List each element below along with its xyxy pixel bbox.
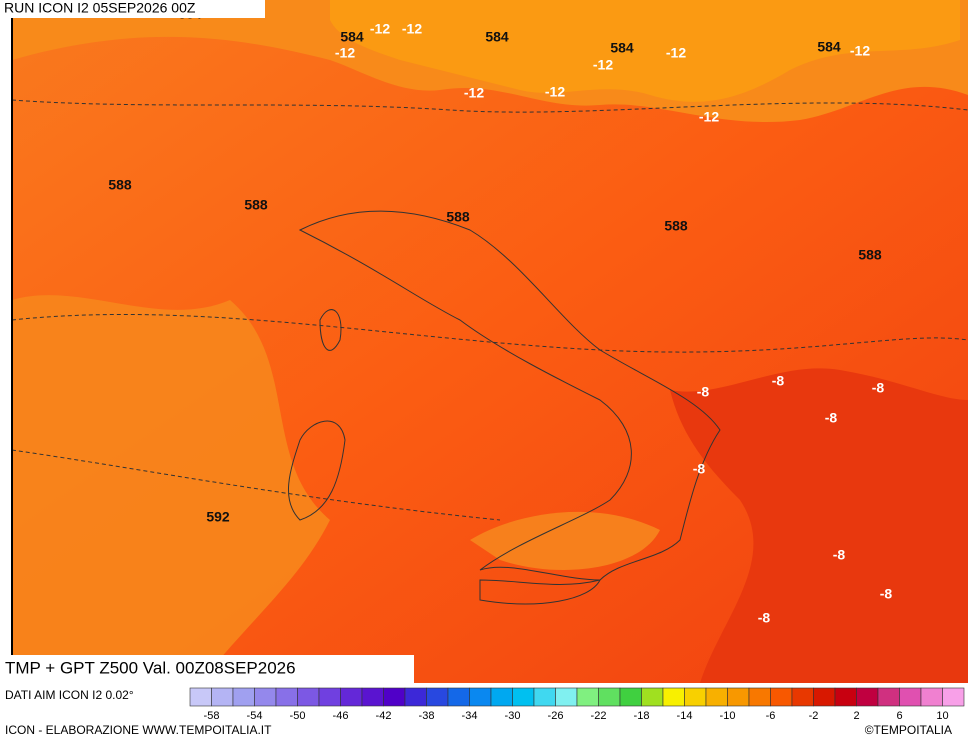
islands [287, 309, 601, 605]
color-swatch [920, 687, 943, 707]
title-box [0, 655, 414, 683]
map-area [11, 0, 968, 683]
colorbar-tick-label: 10 [936, 710, 948, 722]
color-swatch [791, 687, 814, 707]
contour-label: -12 [593, 57, 613, 73]
contour-label: 588 [244, 197, 268, 213]
color-swatch [383, 687, 406, 707]
color-swatch [598, 687, 621, 707]
contour-label: -8 [833, 547, 846, 563]
colorbar-tick-label: -38 [419, 710, 435, 722]
color-swatch [254, 687, 277, 707]
color-swatch [211, 687, 234, 707]
color-swatch [705, 687, 728, 707]
colorbar-tick-label: -50 [290, 710, 306, 722]
colorbar-tick-label: -42 [376, 710, 392, 722]
contour-label: -8 [693, 461, 706, 477]
color-swatch [232, 687, 255, 707]
colorbar-tick-label: -10 [720, 710, 736, 722]
colorbar-tick-label: -22 [591, 710, 607, 722]
color-swatch [856, 687, 879, 707]
colorbar-tick-label: -18 [634, 710, 650, 722]
contour-label: -8 [697, 384, 710, 400]
color-swatch [942, 687, 965, 707]
color-swatch [576, 687, 599, 707]
contour-label: 588 [446, 209, 470, 225]
color-swatch [662, 687, 685, 707]
color-swatch [641, 687, 664, 707]
contour-label: 584 [340, 29, 364, 45]
colorbar-tick-label: -26 [548, 710, 564, 722]
contour-label: -8 [758, 610, 771, 626]
contour-label: -12 [335, 45, 355, 61]
contour-label: -12 [699, 109, 719, 125]
contour-label: -12 [666, 45, 686, 61]
contour-label: -12 [545, 84, 565, 100]
header-box [0, 0, 265, 18]
colorbar-tick-label: -54 [247, 710, 263, 722]
contour-label: -8 [772, 373, 785, 389]
color-swatch [469, 687, 492, 707]
color-swatch [834, 687, 857, 707]
copyright-label: ©TEMPOITALIA [865, 723, 952, 737]
contour-label: 588 [664, 218, 688, 234]
contour-label: -8 [872, 380, 885, 396]
contour-label: -12 [402, 21, 422, 37]
contour-label: -12 [850, 43, 870, 59]
color-swatch [490, 687, 513, 707]
color-swatch [340, 687, 363, 707]
color-swatch [318, 687, 341, 707]
contour-label: 584 [485, 29, 509, 45]
colorbar-tick-label: -6 [766, 710, 776, 722]
colorbar-tick-label: -34 [462, 710, 478, 722]
color-swatch [361, 687, 384, 707]
color-swatch [770, 687, 793, 707]
color-swatch [189, 687, 212, 707]
colorbar-tick-label: -30 [505, 710, 521, 722]
credit-label: ICON - ELABORAZIONE WWW.TEMPOITALIA.IT [5, 723, 272, 737]
color-swatch [619, 687, 642, 707]
color-swatch [748, 687, 771, 707]
color-swatch [555, 687, 578, 707]
color-swatch [404, 687, 427, 707]
colorbar-tick-label: 6 [896, 710, 902, 722]
colorbar: -58 -54 -50 -46 -42 -38 -34 -30 -26 -22 -18 -14 -10-… [189, 687, 965, 722]
color-swatch [899, 687, 922, 707]
color-swatch [426, 687, 449, 707]
chart-title: TMP + GPT Z500 Val. 00Z08SEP2026 [5, 658, 296, 677]
colorbar-tick-label: -2 [809, 710, 819, 722]
colorbar-tick-label: -14 [677, 710, 693, 722]
contour-label: -12 [464, 85, 484, 101]
run-label: RUN ICON I2 05SEP2026 00Z [4, 0, 196, 16]
contour-label: -12 [370, 21, 390, 37]
colorbar-tick-label: -46 [333, 710, 349, 722]
color-swatch [275, 687, 298, 707]
cool-band [330, 0, 960, 102]
geopotential-contour [11, 99, 968, 521]
source-label: DATI AIM ICON I2 0.02° [5, 688, 134, 702]
contour-label: -8 [825, 410, 838, 426]
warm-patch [470, 511, 660, 570]
color-swatch [512, 687, 535, 707]
color-swatch [447, 687, 470, 707]
color-swatch [813, 687, 836, 707]
contour-label: 584 [610, 40, 634, 56]
colorbar-tick-label: 2 [853, 710, 859, 722]
contour-label: 592 [206, 509, 230, 525]
color-swatch [297, 687, 320, 707]
hot-patch [670, 368, 968, 683]
color-swatch [533, 687, 556, 707]
color-swatch [877, 687, 900, 707]
contour-label: 588 [108, 177, 132, 193]
warm-patch [12, 295, 330, 683]
colorbar-tick-label: -58 [204, 710, 220, 722]
contour-label: -8 [880, 586, 893, 602]
contour-label: 588 [858, 247, 882, 263]
color-swatch [727, 687, 750, 707]
contour-label: 584 [817, 39, 841, 55]
color-swatch [684, 687, 707, 707]
